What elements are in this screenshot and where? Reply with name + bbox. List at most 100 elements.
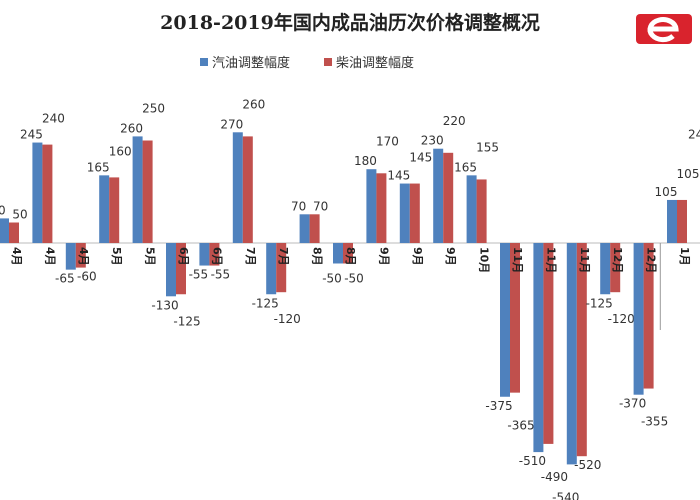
data-label-gasoline: -375 (485, 399, 512, 413)
data-label-gasoline: -540 (552, 490, 579, 500)
bar-diesel (309, 214, 320, 243)
data-label-gasoline: -50 (322, 272, 342, 286)
data-label-diesel: -55 (211, 268, 231, 282)
bar-gasoline (166, 243, 176, 297)
data-label-gasoline: 105 (655, 185, 678, 199)
legend: 汽油调整幅度 柴油调整幅度 (200, 52, 414, 71)
bar-gasoline (232, 132, 243, 243)
bar-gasoline (500, 243, 510, 397)
data-label-diesel: -355 (641, 415, 668, 429)
data-label-diesel: -50 (344, 272, 364, 286)
bar-gasoline (299, 214, 310, 243)
data-label-gasoline: -125 (586, 296, 613, 310)
data-label-gasoline: -370 (619, 397, 646, 411)
bar-diesel (643, 243, 654, 389)
data-label-diesel: 160 (109, 144, 132, 158)
bar-gasoline (566, 243, 577, 465)
bar-diesel (42, 144, 53, 243)
data-label-diesel: 70 (313, 199, 328, 213)
data-label-gasoline: -55 (189, 268, 209, 282)
bar-diesel (376, 173, 387, 243)
bar-diesel (610, 243, 621, 293)
bar-diesel (142, 140, 153, 243)
legend-swatch-diesel (324, 57, 333, 66)
data-label-diesel: 220 (443, 114, 466, 128)
data-label-diesel: -120 (608, 312, 635, 326)
data-label-gasoline: 165 (454, 160, 477, 174)
data-label-diesel: 145 (409, 151, 432, 165)
data-label-gasoline: 260 (120, 121, 143, 135)
category-label: 10月 (478, 247, 491, 273)
legend-swatch-gasoline (200, 57, 208, 66)
bar-gasoline (667, 199, 677, 243)
category-label: 7月 (244, 247, 257, 266)
category-label: 9月 (444, 247, 457, 266)
category-label: 9月 (411, 247, 424, 266)
data-label-gasoline: -65 (55, 272, 75, 286)
category-label: 5月 (110, 247, 123, 266)
data-label-gasoline: -125 (252, 296, 279, 310)
legend-item-gasoline: 汽油调整幅度 (200, 52, 290, 71)
data-label-diesel: -520 (574, 458, 601, 472)
bar-diesel (242, 136, 253, 243)
bar-diesel (276, 243, 287, 293)
data-label-gasoline: 245 (20, 128, 43, 142)
data-label-gasoline: 180 (354, 154, 377, 168)
data-label-diesel: 260 (242, 97, 265, 111)
category-label: 11月 (544, 247, 557, 273)
data-label-diesel: 105 (677, 167, 700, 181)
data-label-gasoline: 60 (0, 203, 6, 217)
bar-diesel (677, 199, 687, 243)
category-label: 12月 (611, 247, 624, 273)
data-label-gasoline: 145 (387, 169, 410, 183)
legend-item-diesel: 柴油调整幅度 (324, 52, 414, 71)
bar-diesel (576, 243, 587, 457)
category-label: 1月 (678, 247, 691, 266)
data-label-gasoline: -130 (151, 298, 178, 312)
bar-gasoline (433, 148, 444, 243)
category-label: 4月 (43, 247, 56, 266)
bar-gasoline (199, 243, 210, 266)
category-label: 11月 (511, 247, 524, 273)
bar-gasoline (0, 218, 9, 243)
category-label: 5月 (144, 247, 157, 266)
data-label-gasoline: 70 (291, 199, 306, 213)
bar-diesel (209, 243, 220, 266)
legend-label-diesel: 柴油调整幅度 (336, 56, 415, 71)
data-label-diesel: -120 (274, 312, 301, 326)
legend-label-gasoline: 汽油调整幅度 (212, 56, 291, 71)
bar-gasoline (399, 183, 410, 243)
category-label: 11月 (578, 247, 591, 273)
category-label: 8月 (311, 247, 324, 266)
data-label-diesel: -60 (77, 270, 97, 284)
category-label: 7月 (277, 247, 290, 266)
bar-gasoline (600, 243, 611, 295)
data-label-diesel: 155 (476, 140, 499, 154)
bar-gasoline (333, 243, 343, 264)
bar-gasoline (633, 243, 644, 395)
category-label: 6月 (210, 247, 223, 266)
category-label: 12月 (645, 247, 658, 273)
data-label-gasoline: 165 (87, 160, 110, 174)
chart-title: 2018-2019年国内成品油历次价格调整概况 (160, 12, 540, 34)
data-label-gasoline: -510 (519, 454, 546, 468)
category-label: 4月 (77, 247, 90, 266)
bar-diesel (176, 243, 186, 295)
bar-gasoline (466, 175, 477, 243)
bar-gasoline (32, 142, 43, 243)
data-label-diesel: -490 (541, 470, 568, 484)
category-label: 6月 (177, 247, 190, 266)
data-label-diesel: -365 (507, 419, 534, 433)
data-label-gasoline: 270 (220, 117, 243, 131)
bar-gasoline (266, 243, 277, 295)
category-label: 4月 (10, 247, 23, 266)
bar-gasoline (366, 169, 377, 243)
data-label-diesel: 170 (376, 134, 399, 148)
bar-diesel (443, 152, 454, 243)
data-label-diesel: 240 (42, 112, 65, 126)
bar-gasoline (99, 175, 110, 243)
category-label: 8月 (344, 247, 357, 266)
bar-diesel (476, 179, 487, 243)
